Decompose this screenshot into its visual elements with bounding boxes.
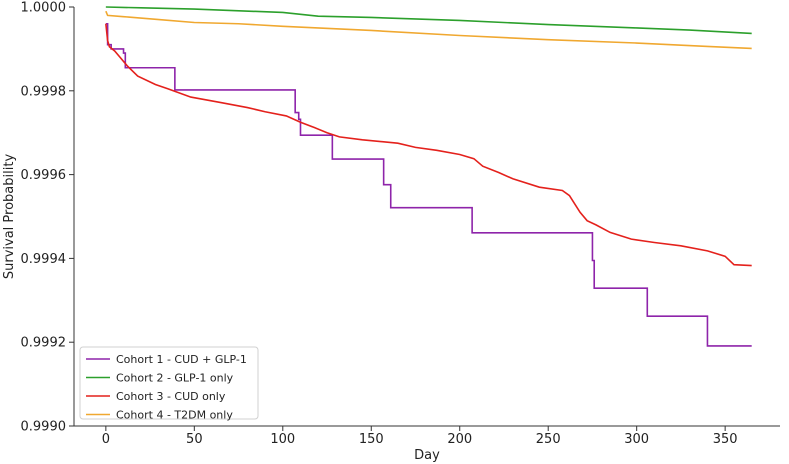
series-line-cohort-4 [105, 10, 752, 50]
y-tick-label: 0.9996 [21, 168, 67, 183]
x-tick-label: 300 [624, 432, 649, 447]
x-tick-label: 0 [102, 432, 110, 447]
x-tick-label: 200 [447, 432, 472, 447]
legend-box [79, 346, 259, 420]
y-tick-label: 0.9998 [21, 84, 67, 99]
axes: 0 50 100 150 200 250 300 350 0.9990 0.9992 0.9994 0… [21, 1, 780, 447]
x-tick-label: 50 [186, 432, 203, 447]
series-line-cohort-2 [105, 6, 752, 35]
legend: Cohort 1 - CUD + GLP-1 Cohort 2 - GLP-1 o… [79, 346, 259, 422]
y-tick-label: 0.9992 [21, 336, 67, 351]
x-tick-label: 150 [359, 432, 384, 447]
series-layer [105, 6, 752, 347]
series-line-cohort-1 [105, 22, 752, 347]
series-line-cohort-3 [105, 23, 752, 267]
y-axis-label: Survival Probability [2, 154, 17, 280]
x-tick-label: 100 [270, 432, 295, 447]
legend-label-cohort-1: Cohort 1 - CUD + GLP-1 [116, 353, 247, 366]
y-tick-label: 0.9994 [21, 252, 67, 267]
x-tick-label: 250 [536, 432, 561, 447]
legend-label-cohort-3: Cohort 3 - CUD only [116, 390, 226, 403]
legend-label-cohort-4: Cohort 4 - T2DM only [116, 409, 233, 422]
x-axis-label: Day [414, 448, 440, 463]
y-tick-label: 1.0000 [21, 1, 67, 16]
x-tick-label: 350 [713, 432, 738, 447]
y-tick-label: 0.9990 [21, 420, 67, 435]
legend-label-cohort-2: Cohort 2 - GLP-1 only [116, 372, 234, 385]
